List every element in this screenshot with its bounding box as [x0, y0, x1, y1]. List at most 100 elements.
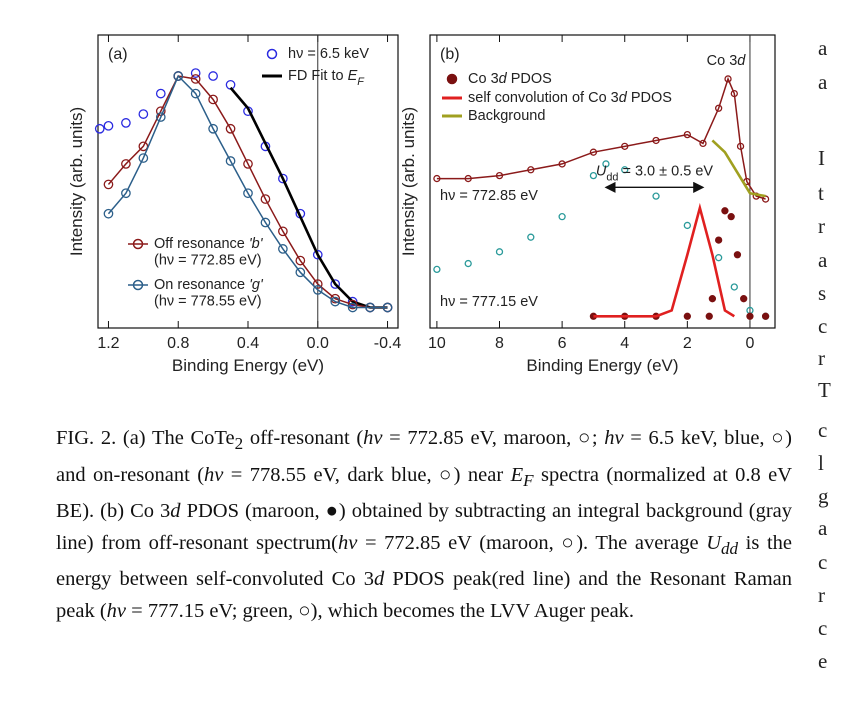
data-point — [761, 312, 770, 320]
data-point — [705, 312, 713, 320]
data-point — [103, 208, 114, 219]
x-tick-label: 0.8 — [167, 335, 189, 352]
data-point — [621, 142, 629, 150]
data-point — [312, 279, 323, 289]
x-tick-label: -0.4 — [374, 335, 402, 352]
data-point — [746, 312, 754, 320]
clipped-column-text: c — [818, 418, 827, 442]
y-axis-title: Intensity (arb. units) — [67, 107, 86, 256]
data-point — [190, 88, 201, 99]
x-tick-label: 0.4 — [237, 335, 259, 352]
data-point — [121, 118, 131, 128]
data-point — [208, 123, 218, 134]
data-point — [312, 285, 323, 295]
data-point — [121, 188, 131, 199]
series-line — [107, 75, 388, 309]
data-point — [736, 142, 745, 150]
plot-frame — [429, 34, 776, 329]
x-tick-label: 0 — [746, 335, 755, 352]
clipped-column-text: r — [818, 346, 825, 370]
data-point — [312, 249, 323, 260]
data-point — [727, 213, 735, 221]
x-tick-label: 8 — [495, 335, 504, 352]
data-point — [527, 233, 535, 241]
data-point — [330, 279, 341, 289]
data-point — [714, 236, 723, 244]
x-tick-label: 2 — [683, 335, 692, 352]
clipped-column-text: a — [818, 36, 828, 60]
data-point — [730, 283, 738, 291]
data-point — [721, 207, 729, 215]
data-point — [683, 221, 691, 230]
data-point — [433, 174, 441, 183]
data-point — [121, 159, 131, 169]
data-point — [347, 299, 358, 310]
panel-label: (a) — [108, 46, 128, 63]
data-point — [382, 302, 393, 313]
clipped-column-text: a — [818, 70, 828, 94]
data-point — [495, 248, 504, 256]
data-point — [103, 120, 114, 131]
data-point — [527, 166, 535, 174]
data-point — [724, 75, 732, 83]
data-point — [683, 130, 691, 139]
data-point — [589, 171, 598, 180]
data-point — [155, 112, 166, 122]
data-point — [208, 94, 218, 105]
x-tick-label: 0.0 — [307, 335, 329, 352]
data-point — [138, 153, 149, 163]
clipped-column-text: c — [818, 550, 827, 574]
x-tick-label: 4 — [620, 335, 629, 352]
data-point — [190, 68, 201, 78]
clipped-column-text: a — [818, 516, 828, 540]
data-point — [699, 139, 707, 148]
data-point — [602, 160, 610, 168]
arrow-label: Udd = 3.0 ± 0.5 eV — [596, 163, 714, 183]
clipped-column-text: c — [818, 616, 827, 640]
data-point — [714, 104, 723, 112]
clipped-column-text: r — [818, 583, 825, 607]
data-point — [260, 217, 271, 228]
legend-label: FD Fit to EF — [288, 68, 365, 88]
data-point — [683, 312, 691, 320]
data-point — [495, 171, 504, 180]
data-point — [652, 192, 660, 200]
data-point — [714, 254, 723, 262]
series-line — [711, 139, 766, 198]
series-line — [593, 202, 735, 318]
legend-label: Co 3d PDOS — [468, 71, 552, 87]
data-point — [278, 244, 288, 254]
data-point — [295, 267, 306, 278]
legend-label: Off resonance 'b' (hν = 772.85 eV) — [154, 236, 264, 269]
series-line — [436, 76, 766, 200]
data-point — [243, 188, 253, 199]
data-point — [225, 156, 236, 166]
data-point — [589, 148, 598, 156]
x-axis-title: Binding Energy (eV) — [172, 356, 324, 375]
figure-caption: FIG. 2. (a) The CoTe2 off-resonant (hν =… — [56, 427, 793, 622]
x-tick-label: 10 — [428, 335, 446, 352]
data-point — [260, 194, 271, 204]
data-point — [621, 166, 629, 174]
data-point — [243, 159, 253, 169]
data-point — [433, 265, 441, 274]
data-point — [190, 74, 201, 84]
data-point — [733, 251, 742, 259]
legend-marker — [266, 48, 278, 60]
legend-label: Background — [468, 108, 545, 124]
clipped-column-text: T — [818, 378, 831, 402]
legend-label: hν = 6.5 keV — [288, 46, 369, 62]
legend-marker — [446, 73, 458, 85]
curve-label: hν = 777.15 eV — [440, 294, 538, 310]
data-point — [730, 89, 738, 98]
series-line — [107, 74, 388, 309]
clipped-column-text: l — [818, 451, 824, 475]
legend-label: self convolution of Co 3d PDOS — [468, 90, 672, 106]
data-point — [94, 123, 105, 134]
clipped-column-text: e — [818, 649, 827, 673]
data-point — [208, 71, 218, 81]
data-point — [278, 226, 288, 237]
data-point — [278, 173, 288, 184]
